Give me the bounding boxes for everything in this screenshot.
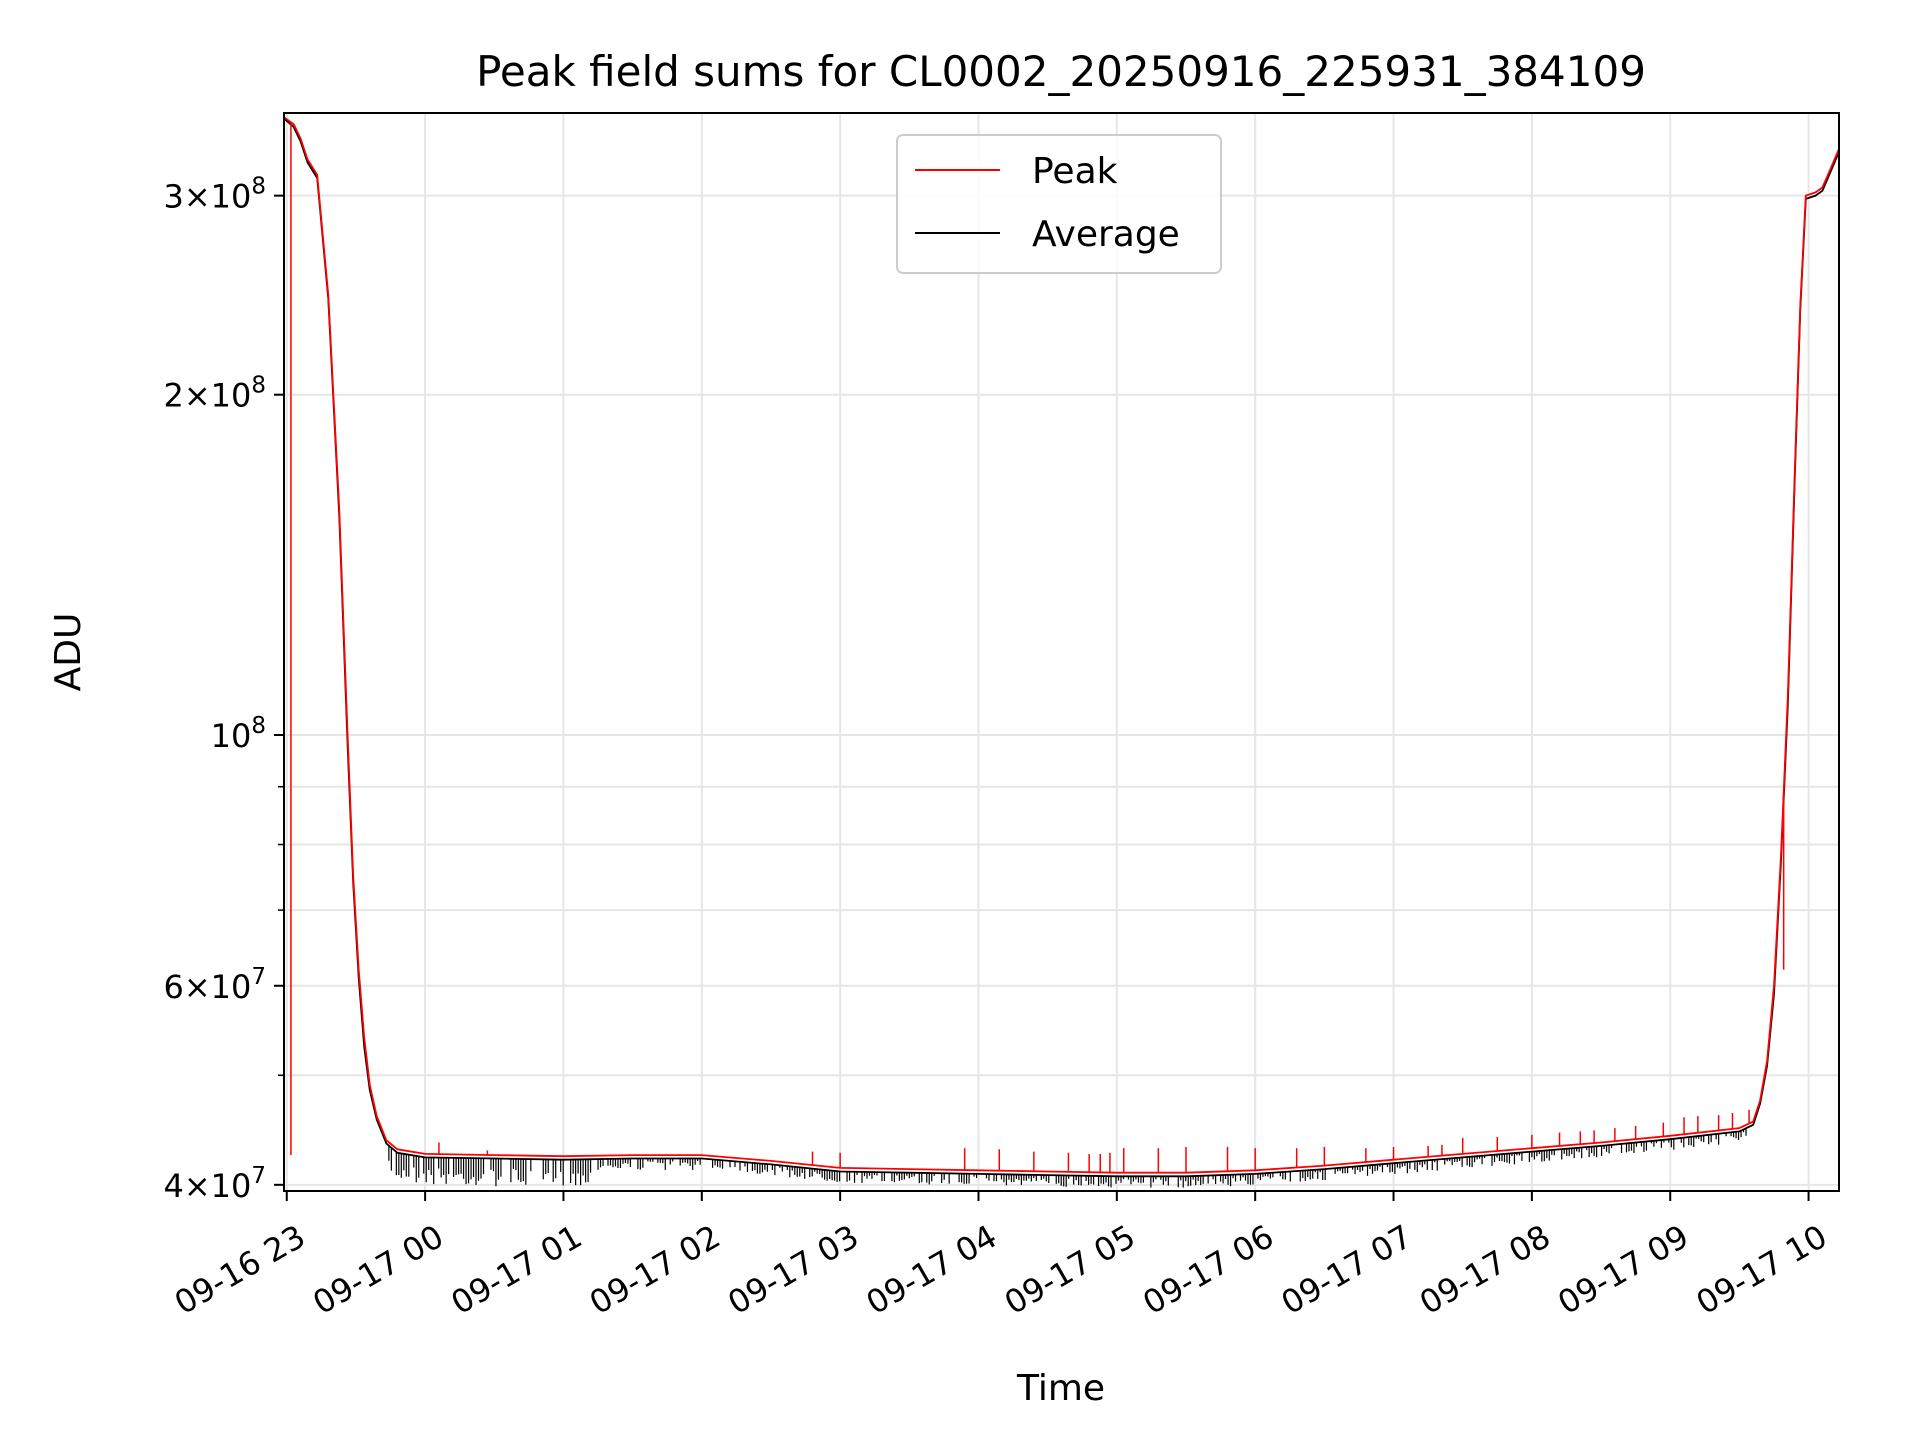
legend: Peak Average	[896, 134, 1222, 274]
y-axis-label: ADU	[48, 613, 89, 692]
legend-peak-label: Peak	[1032, 151, 1118, 192]
axes-frame	[283, 112, 1840, 1192]
series-group	[284, 116, 1839, 1188]
y-axis-ticks: 4×107 6×107 108 2×108 3×108	[163, 174, 284, 1205]
legend-average-label: Average	[1032, 214, 1180, 255]
chart-title: Peak field sums for CL0002_20250916_2259…	[476, 47, 1646, 96]
x-axis-label: Time	[1016, 1368, 1105, 1409]
y-tick-label: 2×108	[163, 373, 266, 415]
grid	[284, 113, 1839, 1191]
y-tick-label: 108	[211, 713, 266, 755]
series-line-peak	[284, 116, 1839, 1174]
axes-background	[284, 113, 1839, 1191]
y-tick-label: 6×107	[163, 964, 266, 1006]
y-tick-label: 4×107	[163, 1163, 266, 1205]
y-tick-label: 3×108	[163, 174, 266, 216]
